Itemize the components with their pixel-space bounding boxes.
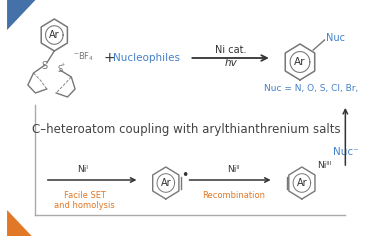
Text: C–heteroatom coupling with arylthianthrenium salts: C–heteroatom coupling with arylthianthre… bbox=[32, 123, 341, 136]
Text: Ar: Ar bbox=[294, 57, 306, 67]
Text: Niᴵᴵ: Niᴵᴵ bbox=[227, 165, 240, 174]
Text: Nuc: Nuc bbox=[326, 33, 346, 43]
Text: and homolysis: and homolysis bbox=[54, 202, 115, 211]
Text: Recombination: Recombination bbox=[202, 190, 265, 199]
Text: S: S bbox=[58, 64, 62, 73]
Text: Ar: Ar bbox=[297, 178, 307, 188]
Text: •: • bbox=[181, 169, 188, 181]
Text: Ar: Ar bbox=[161, 178, 171, 188]
Text: +: + bbox=[103, 51, 115, 65]
Text: Nuc = N, O, S, Cl, Br,: Nuc = N, O, S, Cl, Br, bbox=[264, 84, 358, 93]
Text: Niᴵ: Niᴵ bbox=[77, 165, 88, 174]
Text: Niᴵᴵᴵ: Niᴵᴵᴵ bbox=[317, 160, 331, 169]
Text: S: S bbox=[42, 61, 48, 71]
Text: $^{-}$BF$_4$: $^{-}$BF$_4$ bbox=[73, 51, 94, 63]
Text: Ni cat.: Ni cat. bbox=[215, 45, 247, 55]
Text: Nucleophiles: Nucleophiles bbox=[114, 53, 180, 63]
Text: $^+$: $^+$ bbox=[59, 63, 65, 69]
Polygon shape bbox=[7, 0, 35, 30]
Text: Facile SET: Facile SET bbox=[64, 190, 106, 199]
Text: Nuc⁻: Nuc⁻ bbox=[332, 147, 358, 157]
Text: Ar: Ar bbox=[49, 30, 60, 40]
Text: hv: hv bbox=[224, 58, 237, 68]
Polygon shape bbox=[7, 210, 32, 236]
